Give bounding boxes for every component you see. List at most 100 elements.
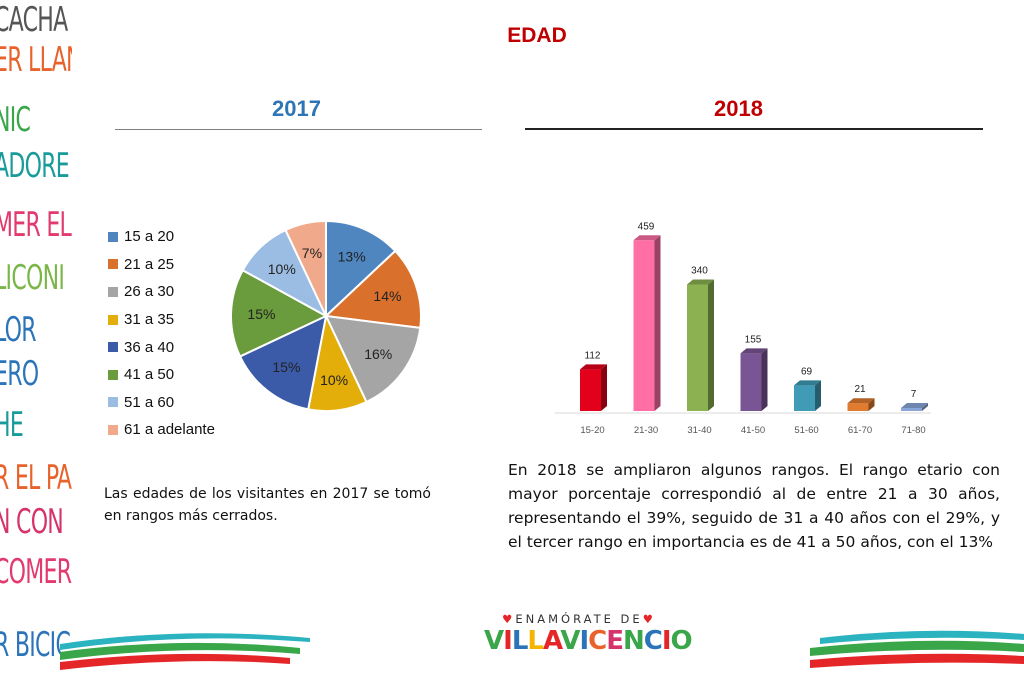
bar-side bbox=[708, 279, 714, 411]
bar-front bbox=[847, 403, 869, 411]
divider-2018 bbox=[525, 128, 983, 130]
legend-swatch bbox=[108, 259, 118, 270]
pie-chart-2017: 13% 14% 16% 10% 15% 15% 10% 7% bbox=[230, 219, 422, 412]
legend-label: 15 a 20 bbox=[124, 228, 175, 246]
bar-top bbox=[687, 279, 714, 285]
pie-label: 16% bbox=[364, 346, 392, 362]
bar-side bbox=[922, 403, 928, 411]
bar-value-label: 69 bbox=[801, 366, 813, 377]
pie-label: 15% bbox=[272, 359, 300, 375]
x-tick-label: 51-60 bbox=[794, 425, 818, 436]
bar bbox=[633, 235, 661, 411]
bar-value-label: 155 bbox=[745, 334, 762, 345]
heart-icon: ♥ bbox=[502, 612, 516, 626]
decorative-waves-right bbox=[810, 630, 1024, 668]
legend-label: 41 a 50 bbox=[124, 366, 175, 384]
legend-item: 41 a 50 bbox=[108, 361, 215, 389]
x-tick-label: 21-30 bbox=[634, 425, 658, 436]
logo-letter: L bbox=[527, 626, 544, 656]
legend-label: 61 a adelante bbox=[124, 421, 215, 439]
legend-item: 36 a 40 bbox=[108, 333, 215, 361]
legend-swatch bbox=[108, 397, 118, 408]
year-2018-heading: 2018 bbox=[714, 96, 763, 121]
pie-slice bbox=[284, 219, 327, 317]
bar-top bbox=[580, 364, 607, 370]
legend-swatch bbox=[108, 286, 118, 297]
legend-swatch bbox=[108, 424, 118, 435]
side-word: LICONI bbox=[0, 258, 65, 298]
side-word: ERO bbox=[0, 354, 39, 394]
description-2017: Las edades de los visitantes en 2017 se … bbox=[104, 486, 431, 524]
legend-item: 15 a 20 bbox=[108, 223, 215, 251]
description-2018: En 2018 se ampliaron algunos rangos. El … bbox=[508, 461, 1000, 551]
bar-side bbox=[868, 398, 875, 411]
legend-item: 51 a 60 bbox=[108, 389, 215, 417]
x-tick-label: 61-70 bbox=[848, 425, 872, 436]
legend-swatch bbox=[108, 342, 118, 353]
logo-letter: I bbox=[579, 626, 589, 656]
legend-swatch bbox=[108, 231, 118, 242]
bar bbox=[580, 364, 607, 411]
bar-front bbox=[901, 408, 922, 411]
bar bbox=[794, 380, 821, 411]
pie-legend: 15 a 20 21 a 25 26 a 30 31 a 35 36 a 40 41 a … bbox=[108, 223, 215, 444]
legend-label: 31 a 35 bbox=[124, 311, 175, 329]
bar-front bbox=[633, 240, 655, 411]
bar bbox=[847, 398, 875, 411]
legend-label: 26 a 30 bbox=[124, 283, 175, 301]
logo-letter: E bbox=[606, 626, 624, 656]
side-word: N CON bbox=[0, 502, 64, 542]
year-2017-heading: 2017 bbox=[272, 96, 321, 121]
pie-slice bbox=[323, 249, 422, 330]
side-word: R EL PARQ bbox=[0, 458, 72, 498]
divider-2017 bbox=[115, 129, 482, 130]
side-word: NIC bbox=[0, 100, 31, 140]
bar-value-label: 112 bbox=[585, 350, 601, 361]
side-word: COMER bbox=[0, 552, 72, 592]
legend-swatch bbox=[108, 369, 118, 380]
heart-icon: ♥ bbox=[642, 612, 656, 626]
bar-front bbox=[740, 353, 762, 411]
logo-tagline: ♥ENAMÓRATE DE♥ bbox=[484, 612, 674, 626]
pie-label: 14% bbox=[373, 288, 401, 304]
bar-front bbox=[687, 284, 708, 411]
bar bbox=[687, 279, 714, 411]
pie-label: 15% bbox=[247, 306, 275, 322]
logo-letter: I bbox=[661, 626, 672, 656]
legend-swatch bbox=[108, 314, 118, 325]
pie-label: 7% bbox=[302, 245, 322, 261]
logo-letter: N bbox=[623, 626, 645, 656]
bar bbox=[901, 403, 928, 411]
bar bbox=[740, 348, 768, 411]
legend-item: 61 a adelante bbox=[108, 416, 215, 444]
bar-value-label: 21 bbox=[854, 384, 866, 395]
logo-letter: V bbox=[560, 626, 580, 656]
legend-item: 26 a 30 bbox=[108, 278, 215, 306]
bar-side bbox=[654, 235, 661, 411]
logo-wordmark: VILLAVICENCIO bbox=[484, 626, 693, 656]
bar-side bbox=[761, 348, 768, 411]
pie-slice bbox=[325, 219, 397, 319]
pie-slice bbox=[238, 314, 328, 411]
x-tick-label: 15-20 bbox=[580, 425, 604, 436]
bar-chart-2018: 112 15-20 459 21-30 340 31-40 155 41-50 69 51-60 2… bbox=[555, 221, 931, 436]
logo-tagline-text: ENAMÓRATE DE bbox=[515, 612, 643, 626]
pie-label: 10% bbox=[268, 261, 296, 277]
side-word: LOR bbox=[0, 310, 37, 350]
bar-top bbox=[901, 403, 928, 408]
bar-top bbox=[740, 348, 768, 354]
logo-letter: O bbox=[670, 626, 693, 656]
legend-label: 21 a 25 bbox=[124, 255, 175, 273]
bar-value-label: 459 bbox=[638, 221, 655, 232]
bar-front bbox=[794, 385, 815, 411]
villavicencio-logo: ♥ENAMÓRATE DE♥ VILLAVICENCIO bbox=[484, 612, 693, 656]
bar-side bbox=[815, 380, 821, 411]
slide-title: EDAD bbox=[507, 24, 567, 47]
side-word: ER LLAN bbox=[0, 40, 72, 80]
pie-slice bbox=[324, 314, 422, 404]
x-tick-label: 71-80 bbox=[901, 425, 925, 436]
decorative-side-strip: CACHAER LLAN NIC ADORE MER EL F LICONI LOR ERO… bbox=[0, 0, 72, 683]
side-word: CACHA bbox=[0, 0, 68, 40]
side-word: ADORE bbox=[0, 146, 70, 186]
pie-slice bbox=[230, 268, 329, 358]
